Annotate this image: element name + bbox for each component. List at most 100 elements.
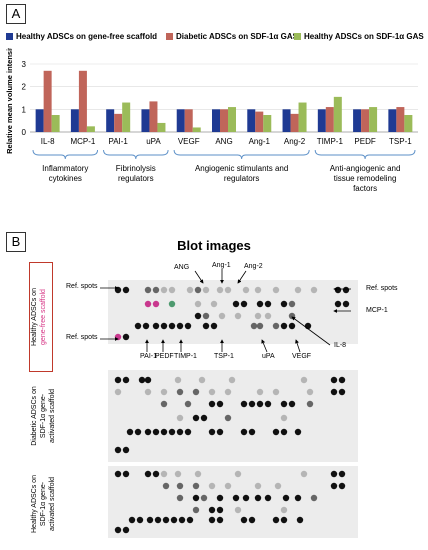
group-label: regulators: [224, 174, 260, 183]
chart-legend: Healthy ADSCs on gene-free scaffold Diab…: [0, 28, 428, 48]
blot-spot: [144, 470, 152, 478]
blot-spot: [122, 376, 130, 384]
annotation-ang: ANG: [174, 264, 190, 271]
blot-spot: [134, 322, 142, 330]
x-tick-label: PEDF: [354, 137, 375, 146]
blot-spot: [294, 286, 302, 294]
blot-spot: [198, 376, 206, 384]
blot-spot: [288, 322, 296, 330]
bar: [298, 102, 307, 132]
annotation-timp-1: TIMP-1: [174, 353, 197, 360]
blot-spot: [256, 400, 264, 408]
bar: [247, 109, 256, 132]
blot-spot: [256, 300, 264, 308]
x-tick-label: IL-8: [41, 137, 55, 146]
bar: [70, 109, 79, 132]
annotation-vegf: VEGF: [292, 353, 312, 360]
blot-row-3-label-wrap: Healthy ADSCs on SDF-1α gene- activated …: [30, 462, 60, 546]
bar: [333, 96, 342, 132]
blot-spot: [168, 428, 176, 436]
blot-spot: [184, 322, 192, 330]
blot-spot: [122, 470, 130, 478]
bar: [255, 111, 264, 132]
blot-spot: [256, 388, 264, 396]
blot-spot: [194, 470, 202, 478]
blot-spot: [248, 516, 256, 524]
blot-spot: [272, 388, 280, 396]
blot-spot: [202, 286, 210, 294]
blot-spot: [294, 428, 302, 436]
bar: [361, 109, 370, 132]
bar: [141, 109, 150, 132]
blot-row-2-label: Diabetic ADSCs on SDF-1α gene- activated…: [31, 386, 56, 446]
x-tick-label: MCP-1: [70, 137, 95, 146]
blot-spot: [234, 470, 242, 478]
blot-spot: [144, 300, 152, 308]
blot-spot: [280, 300, 288, 308]
blot-spot: [146, 516, 154, 524]
blot-image-2: [108, 370, 358, 462]
blot-spot: [240, 428, 248, 436]
blot-spot: [168, 322, 176, 330]
bar: [106, 109, 115, 132]
bar: [157, 122, 166, 132]
blot-spot: [338, 470, 346, 478]
blot-spot: [162, 482, 170, 490]
legend-item-healthy-sdf: Healthy ADSCs on SDF-1α GAS: [294, 32, 424, 41]
blot-spot: [192, 388, 200, 396]
blot-spot: [232, 494, 240, 502]
bar: [404, 115, 413, 132]
blot-image-3: [108, 466, 358, 538]
blot-spot: [280, 400, 288, 408]
group-label: Fibrinolysis: [116, 164, 156, 173]
blot-spot: [272, 322, 280, 330]
blot-spot: [334, 300, 342, 308]
blot-row-2-label-wrap: Diabetic ADSCs on SDF-1α gene- activated…: [30, 372, 60, 460]
bar-chart: 0 1 2 3 Relative mean volume intensity IL-8 MC…: [5, 48, 418, 193]
blot-spot: [160, 286, 168, 294]
blot-spot: [184, 400, 192, 408]
blot-spot: [300, 376, 308, 384]
blot-annotation-arrows: [100, 269, 351, 353]
blot-spot: [254, 312, 262, 320]
blot-spot: [240, 400, 248, 408]
group-bracket: [173, 149, 310, 160]
legend-swatch: [6, 33, 13, 40]
annotation-ang-2: Ang-2: [244, 263, 263, 270]
group-label: Inflammatory: [42, 164, 88, 173]
blot-spot: [216, 286, 224, 294]
blot-spot: [176, 388, 184, 396]
blot-spot: [114, 470, 122, 478]
blot-spot: [242, 494, 250, 502]
blot-spot: [200, 494, 208, 502]
blot-spot: [174, 470, 182, 478]
blot-spot: [152, 470, 160, 478]
blot-spot: [330, 470, 338, 478]
blot-spot: [296, 516, 304, 524]
blot-spot: [280, 428, 288, 436]
y-tick-label: 1: [22, 105, 27, 114]
bar: [369, 107, 378, 132]
blot-spot: [192, 414, 200, 422]
blot-spot: [254, 286, 262, 294]
bar: [176, 109, 185, 132]
x-tick-label: uPA: [146, 137, 161, 146]
blot-spot: [138, 376, 146, 384]
blot-spot: [200, 414, 208, 422]
group-label: cytokines: [49, 174, 82, 183]
blot-spot: [152, 322, 160, 330]
bar: [325, 107, 334, 132]
blot-spot: [152, 428, 160, 436]
blot-spot: [338, 482, 346, 490]
bar: [263, 115, 272, 132]
blot-spot: [144, 388, 152, 396]
bar: [35, 109, 44, 132]
blot-spot: [210, 300, 218, 308]
blot-spot: [264, 400, 272, 408]
blot-spot: [264, 312, 272, 320]
blot-title: Blot images: [177, 238, 251, 253]
annotation-upa: uPA: [262, 353, 275, 360]
blot-spot: [122, 526, 130, 534]
blot-spot: [272, 516, 280, 524]
blot-spot: [274, 482, 282, 490]
